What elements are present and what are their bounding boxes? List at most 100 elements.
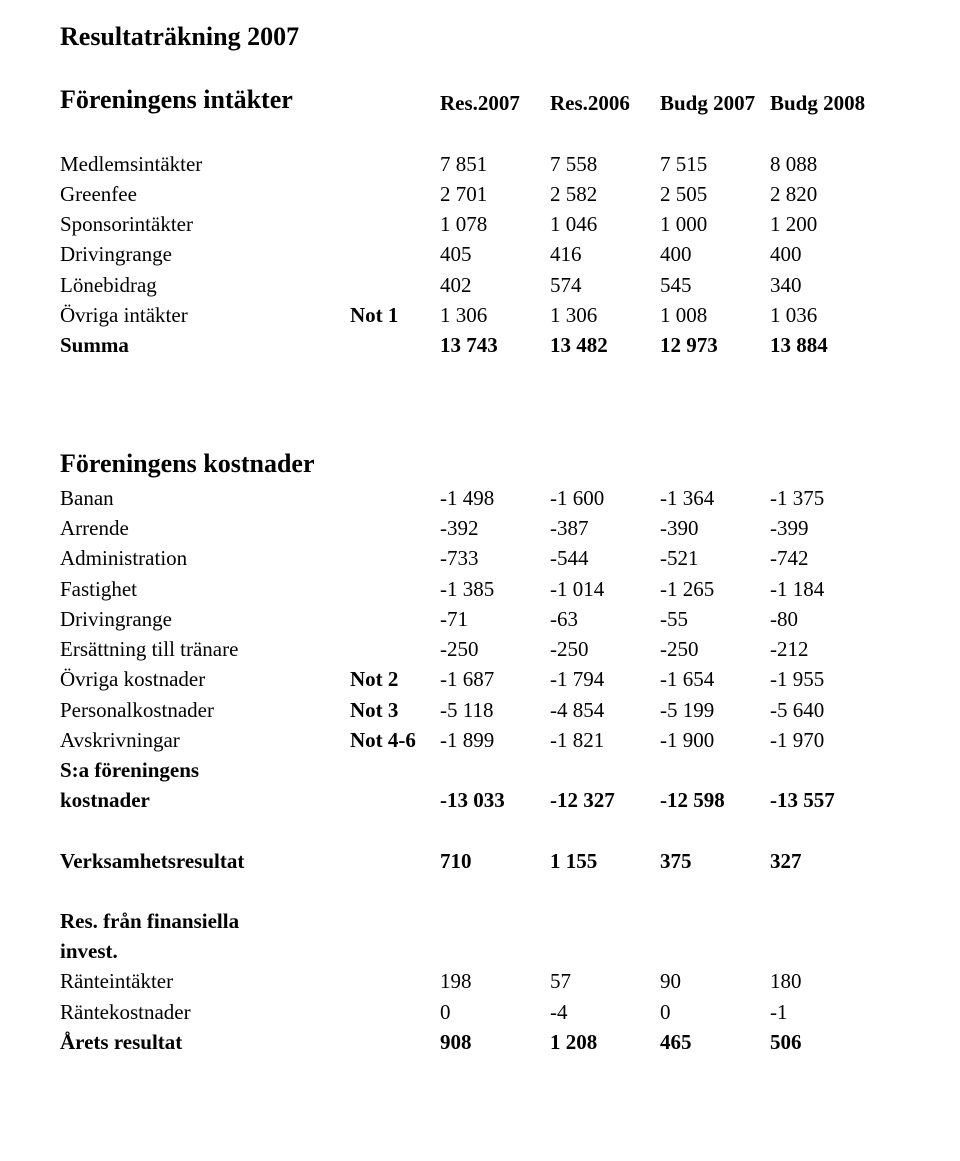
operating-result-v1: 710 (440, 846, 550, 876)
revenue-row: Medlemsintäkter7 8517 5587 5158 088 (60, 149, 880, 179)
costs-sum-v1: -13 033 (440, 785, 550, 815)
revenue-sum-v4: 13 884 (770, 330, 880, 360)
revenue-value: 8 088 (770, 149, 880, 179)
cost-value: -544 (550, 543, 660, 573)
revenue-value: 402 (440, 270, 550, 300)
cost-value: -250 (550, 634, 660, 664)
cost-note (350, 634, 440, 664)
cost-row: Övriga kostnaderNot 2-1 687-1 794-1 654-… (60, 664, 880, 694)
financial-row: Ränteintäkter1985790180 (60, 966, 880, 996)
cost-row: Ersättning till tränare-250-250-250-212 (60, 634, 880, 664)
financial-value: 90 (660, 966, 770, 996)
year-result-row: Årets resultat 908 1 208 465 506 (60, 1027, 880, 1057)
financial-heading1: Res. från finansiella (60, 906, 880, 936)
costs-sum-label2: kostnader (60, 785, 350, 815)
cost-value: -63 (550, 604, 660, 634)
revenue-value: 1 036 (770, 300, 880, 330)
cost-value: -1 687 (440, 664, 550, 694)
header-c4: Budg 2008 (770, 82, 880, 119)
revenue-value: 1 000 (660, 209, 770, 239)
operating-result-row: Verksamhetsresultat 710 1 155 375 327 (60, 846, 880, 876)
revenue-value: 1 078 (440, 209, 550, 239)
cost-label: Arrende (60, 513, 350, 543)
revenue-row: Övriga intäkterNot 11 3061 3061 0081 036 (60, 300, 880, 330)
revenue-value: 1 046 (550, 209, 660, 239)
cost-note (350, 483, 440, 513)
revenue-value: 340 (770, 270, 880, 300)
revenue-value: 400 (770, 239, 880, 269)
cost-note (350, 574, 440, 604)
revenue-rows: Medlemsintäkter7 8517 5587 5158 088Green… (60, 149, 880, 331)
revenue-label: Övriga intäkter (60, 300, 350, 330)
cost-label: Administration (60, 543, 350, 573)
revenue-sum-v3: 12 973 (660, 330, 770, 360)
cost-row: Arrende-392-387-390-399 (60, 513, 880, 543)
revenue-label: Greenfee (60, 179, 350, 209)
revenue-label: Lönebidrag (60, 270, 350, 300)
cost-note (350, 604, 440, 634)
financial-row: Räntekostnader0-40-1 (60, 997, 880, 1027)
revenue-value: 2 701 (440, 179, 550, 209)
revenue-value: 405 (440, 239, 550, 269)
revenue-label: Medlemsintäkter (60, 149, 350, 179)
costs-sum-label1: S:a föreningens (60, 755, 880, 785)
cost-row: Fastighet-1 385-1 014-1 265-1 184 (60, 574, 880, 604)
cost-label: Övriga kostnader (60, 664, 350, 694)
revenue-value: 545 (660, 270, 770, 300)
revenue-sum-label: Summa (60, 330, 350, 360)
revenue-note: Not 1 (350, 300, 440, 330)
financial-value: -4 (550, 997, 660, 1027)
cost-value: -521 (660, 543, 770, 573)
cost-value: -5 199 (660, 695, 770, 725)
cost-note: Not 3 (350, 695, 440, 725)
costs-heading: Föreningens kostnader (60, 446, 880, 483)
cost-value: -1 821 (550, 725, 660, 755)
cost-value: -1 014 (550, 574, 660, 604)
cost-note: Not 2 (350, 664, 440, 694)
revenue-note (350, 270, 440, 300)
revenue-sum-v2: 13 482 (550, 330, 660, 360)
cost-value: -1 265 (660, 574, 770, 604)
operating-result-v2: 1 155 (550, 846, 660, 876)
financial-heading2: invest. (60, 936, 880, 966)
cost-value: -1 364 (660, 483, 770, 513)
financial-label: Räntekostnader (60, 997, 440, 1027)
costs-sum-v3: -12 598 (660, 785, 770, 815)
year-result-v2: 1 208 (550, 1027, 660, 1057)
revenue-note (350, 149, 440, 179)
cost-value: -5 118 (440, 695, 550, 725)
costs-sum-row: kostnader -13 033 -12 327 -12 598 -13 55… (60, 785, 880, 815)
cost-value: -1 600 (550, 483, 660, 513)
operating-result-v4: 327 (770, 846, 880, 876)
cost-value: -390 (660, 513, 770, 543)
revenue-heading: Föreningens intäkter (60, 82, 350, 119)
revenue-label: Drivingrange (60, 239, 350, 269)
financial-heading-row2: invest. (60, 936, 880, 966)
cost-value: -71 (440, 604, 550, 634)
cost-value: -250 (440, 634, 550, 664)
costs-heading-row: Föreningens kostnader (60, 446, 880, 483)
revenue-value: 1 306 (550, 300, 660, 330)
revenue-value: 7 558 (550, 149, 660, 179)
cost-note: Not 4-6 (350, 725, 440, 755)
cost-label: Drivingrange (60, 604, 350, 634)
cost-value: -1 654 (660, 664, 770, 694)
cost-value: -1 794 (550, 664, 660, 694)
cost-value: -392 (440, 513, 550, 543)
revenue-value: 1 306 (440, 300, 550, 330)
financial-value: 0 (660, 997, 770, 1027)
header-c1: Res.2007 (440, 82, 550, 119)
cost-value: -1 375 (770, 483, 880, 513)
cost-note (350, 543, 440, 573)
revenue-value: 1 200 (770, 209, 880, 239)
header-note-blank (350, 82, 440, 119)
cost-value: -1 955 (770, 664, 880, 694)
cost-label: Personalkostnader (60, 695, 350, 725)
revenue-value: 2 820 (770, 179, 880, 209)
operating-result-v3: 375 (660, 846, 770, 876)
cost-value: -1 900 (660, 725, 770, 755)
cost-row: Administration-733-544-521-742 (60, 543, 880, 573)
revenue-row: Sponsorintäkter1 0781 0461 0001 200 (60, 209, 880, 239)
cost-value: -733 (440, 543, 550, 573)
costs-sum-label-row1: S:a föreningens (60, 755, 880, 785)
